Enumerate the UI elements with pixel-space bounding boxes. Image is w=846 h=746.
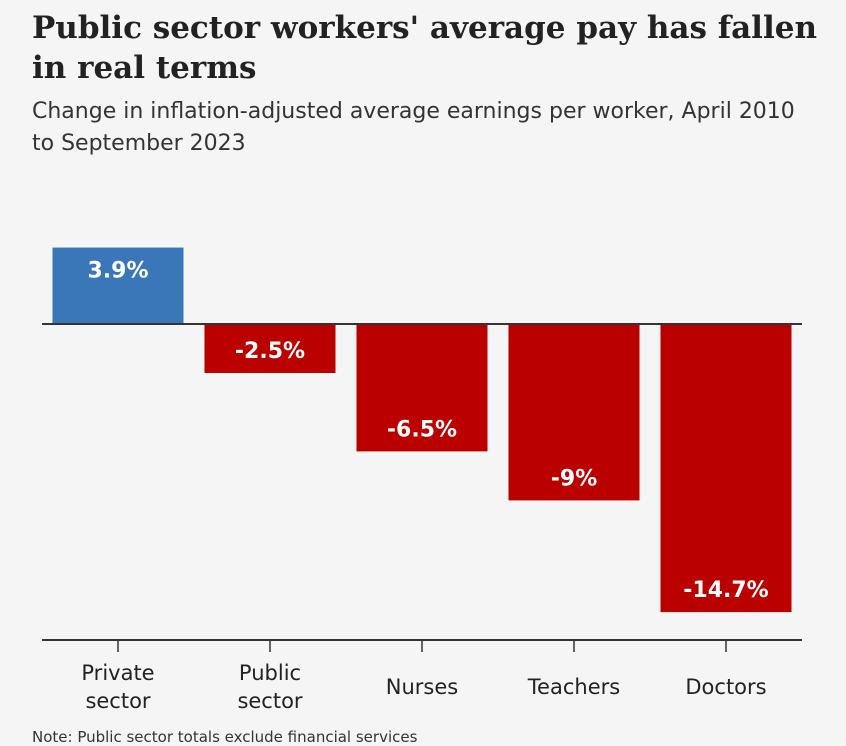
x-tick-label: Teachers	[527, 675, 620, 699]
chart-title: Public sector workers' average pay has f…	[32, 10, 817, 86]
bar-public-sector	[204, 324, 336, 373]
chart-note: Note: Public sector totals exclude finan…	[32, 728, 418, 746]
bar-teachers	[508, 324, 640, 501]
data-label: -14.7%	[683, 578, 768, 603]
data-label: 3.9%	[87, 259, 148, 284]
x-tick-label: Private sector	[81, 661, 154, 713]
x-tick-label: Public sector	[237, 661, 302, 713]
x-tick-label: Nurses	[386, 675, 458, 699]
data-label: -9%	[551, 466, 597, 491]
data-label: -2.5%	[235, 339, 305, 364]
data-label: -6.5%	[387, 417, 457, 442]
bar-doctors	[660, 324, 792, 613]
data-labels-group: 3.9% -2.5% -6.5% -9% -14.7%	[87, 259, 768, 604]
bars-group	[52, 247, 792, 613]
x-axis-ticks: Private sector Public sector Nurses Teachers D…	[81, 640, 767, 713]
chart-subtitle: Change in inflation-adjusted average ear…	[32, 99, 795, 156]
x-tick-label: Doctors	[685, 675, 766, 699]
bar-private-sector	[52, 247, 184, 324]
bar-nurses	[356, 324, 488, 452]
